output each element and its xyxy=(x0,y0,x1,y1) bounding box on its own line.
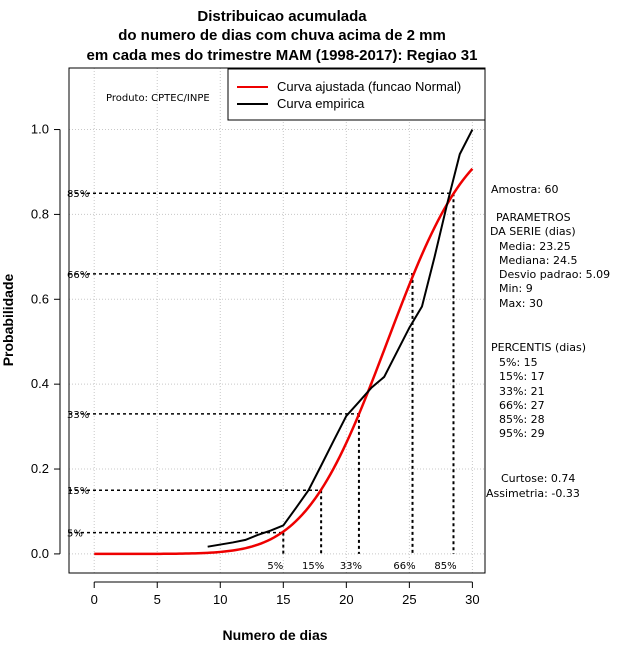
y-tick-label: 1.0 xyxy=(31,122,49,137)
stat-media: Media: 23.25 xyxy=(499,240,571,253)
stat-min: Min: 9 xyxy=(499,282,533,295)
y-tick-label: 0.2 xyxy=(31,461,49,476)
stat-curtose: Curtose: 0.74 xyxy=(501,472,575,485)
stat-assimetria: Assimetria: -0.33 xyxy=(486,487,580,500)
empirical-curve xyxy=(207,129,474,548)
chart-title-line-2: do numero de dias com chuva acima de 2 m… xyxy=(118,27,446,44)
x-tick-label: 30 xyxy=(465,592,479,607)
x-tick-label: 5 xyxy=(154,592,161,607)
stat-percentil: 85%: 28 xyxy=(499,413,545,426)
axes: 0 5 10 15 20 25 30 0.0 0.2 0.4 0.6 0.8 1.0 xyxy=(31,122,480,607)
y-tick-label: 0.4 xyxy=(31,376,49,391)
percentile-y-label: 85% xyxy=(67,189,89,200)
stats-panel: Amostra: 60 PARAMETROS DA SERIE (dias) M… xyxy=(486,183,610,500)
stat-param-header-2: DA SERIE (dias) xyxy=(490,225,576,238)
x-tick-label: 15 xyxy=(276,592,290,607)
percentile-x-label: 85% xyxy=(434,561,456,572)
percentile-y-label: 5% xyxy=(67,529,83,540)
x-tick-label: 20 xyxy=(339,592,353,607)
percentile-guides: 5% 5% 15% 15% 33% 33% 66% 66% 85% 85% xyxy=(67,189,457,572)
stat-percentil: 5%: 15 xyxy=(499,356,538,369)
stat-percentil: 33%: 21 xyxy=(499,385,545,398)
stat-max: Max: 30 xyxy=(499,297,543,310)
curves xyxy=(94,129,474,556)
stat-percentis-header: PERCENTIS (dias) xyxy=(491,341,586,354)
percentile-x-label: 33% xyxy=(340,561,362,572)
stat-percentil: 15%: 17 xyxy=(499,370,545,383)
percentile-y-label: 66% xyxy=(67,270,89,281)
x-tick-label: 0 xyxy=(91,592,98,607)
y-tick-label: 0.0 xyxy=(31,546,49,561)
percentile-x-label: 66% xyxy=(393,561,415,572)
legend-label-normal: Curva ajustada (funcao Normal) xyxy=(277,79,461,94)
stat-mediana: Mediana: 24.5 xyxy=(499,254,577,267)
percentile-y-label: 33% xyxy=(67,410,89,421)
y-axis-label: Probabilidade xyxy=(0,274,16,367)
legend-label-empirical: Curva empirica xyxy=(277,96,365,111)
y-tick-label: 0.8 xyxy=(31,206,49,221)
percentile-x-label: 5% xyxy=(267,561,283,572)
x-tick-label: 25 xyxy=(402,592,416,607)
x-axis-label: Numero de dias xyxy=(222,627,327,643)
percentile-x-label: 15% xyxy=(302,561,324,572)
chart-title-line-1: Distribuicao acumulada xyxy=(197,8,367,25)
stat-desvio: Desvio padrao: 5.09 xyxy=(499,268,610,281)
legend-box xyxy=(227,68,486,121)
normal-fit-curve xyxy=(94,167,474,556)
stat-percentil: 66%: 27 xyxy=(499,399,545,412)
stat-percentil: 95%: 29 xyxy=(499,427,545,440)
stat-param-header-1: PARAMETROS xyxy=(496,211,571,224)
x-tick-label: 10 xyxy=(213,592,227,607)
chart-title-line-3: em cada mes do trimestre MAM (1998-2017)… xyxy=(87,47,478,64)
plot-frame xyxy=(68,67,486,574)
grid-lines xyxy=(69,68,485,573)
y-tick-label: 0.6 xyxy=(31,291,49,306)
credit-text: Produto: CPTEC/INPE xyxy=(106,93,210,104)
legend: Curva ajustada (funcao Normal) Curva emp… xyxy=(227,68,486,121)
percentile-y-label: 15% xyxy=(67,486,89,497)
stat-amostra: Amostra: 60 xyxy=(491,183,558,196)
